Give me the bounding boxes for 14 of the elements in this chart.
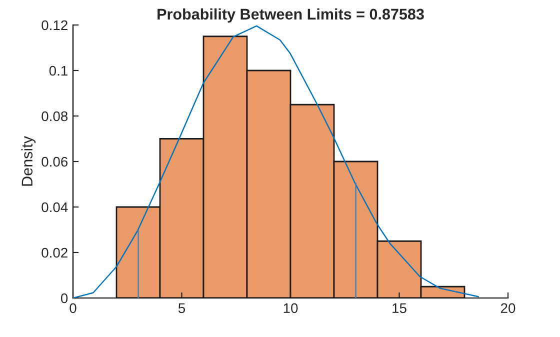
- x-tick-label: 20: [500, 303, 516, 314]
- y-tick-label: 0.1: [49, 66, 68, 76]
- x-tick-label: 10: [284, 303, 298, 314]
- y-tick-label: 0: [60, 293, 68, 304]
- y-tick-label: 0.12: [42, 20, 68, 30]
- y-tick-label: 0.06: [42, 156, 68, 167]
- chart-title: Probability Between Limits = 0.87583: [158, 8, 424, 23]
- y-axis-title: Density: [21, 136, 36, 186]
- x-tick-label: 0: [70, 303, 76, 314]
- y-tick-label: 0.08: [42, 111, 68, 122]
- x-tick-label: 15: [392, 303, 406, 314]
- x-tick-label: 5: [178, 303, 186, 314]
- y-tick-label: 0.02: [42, 248, 68, 258]
- y-tick-label: 0.04: [42, 202, 68, 212]
